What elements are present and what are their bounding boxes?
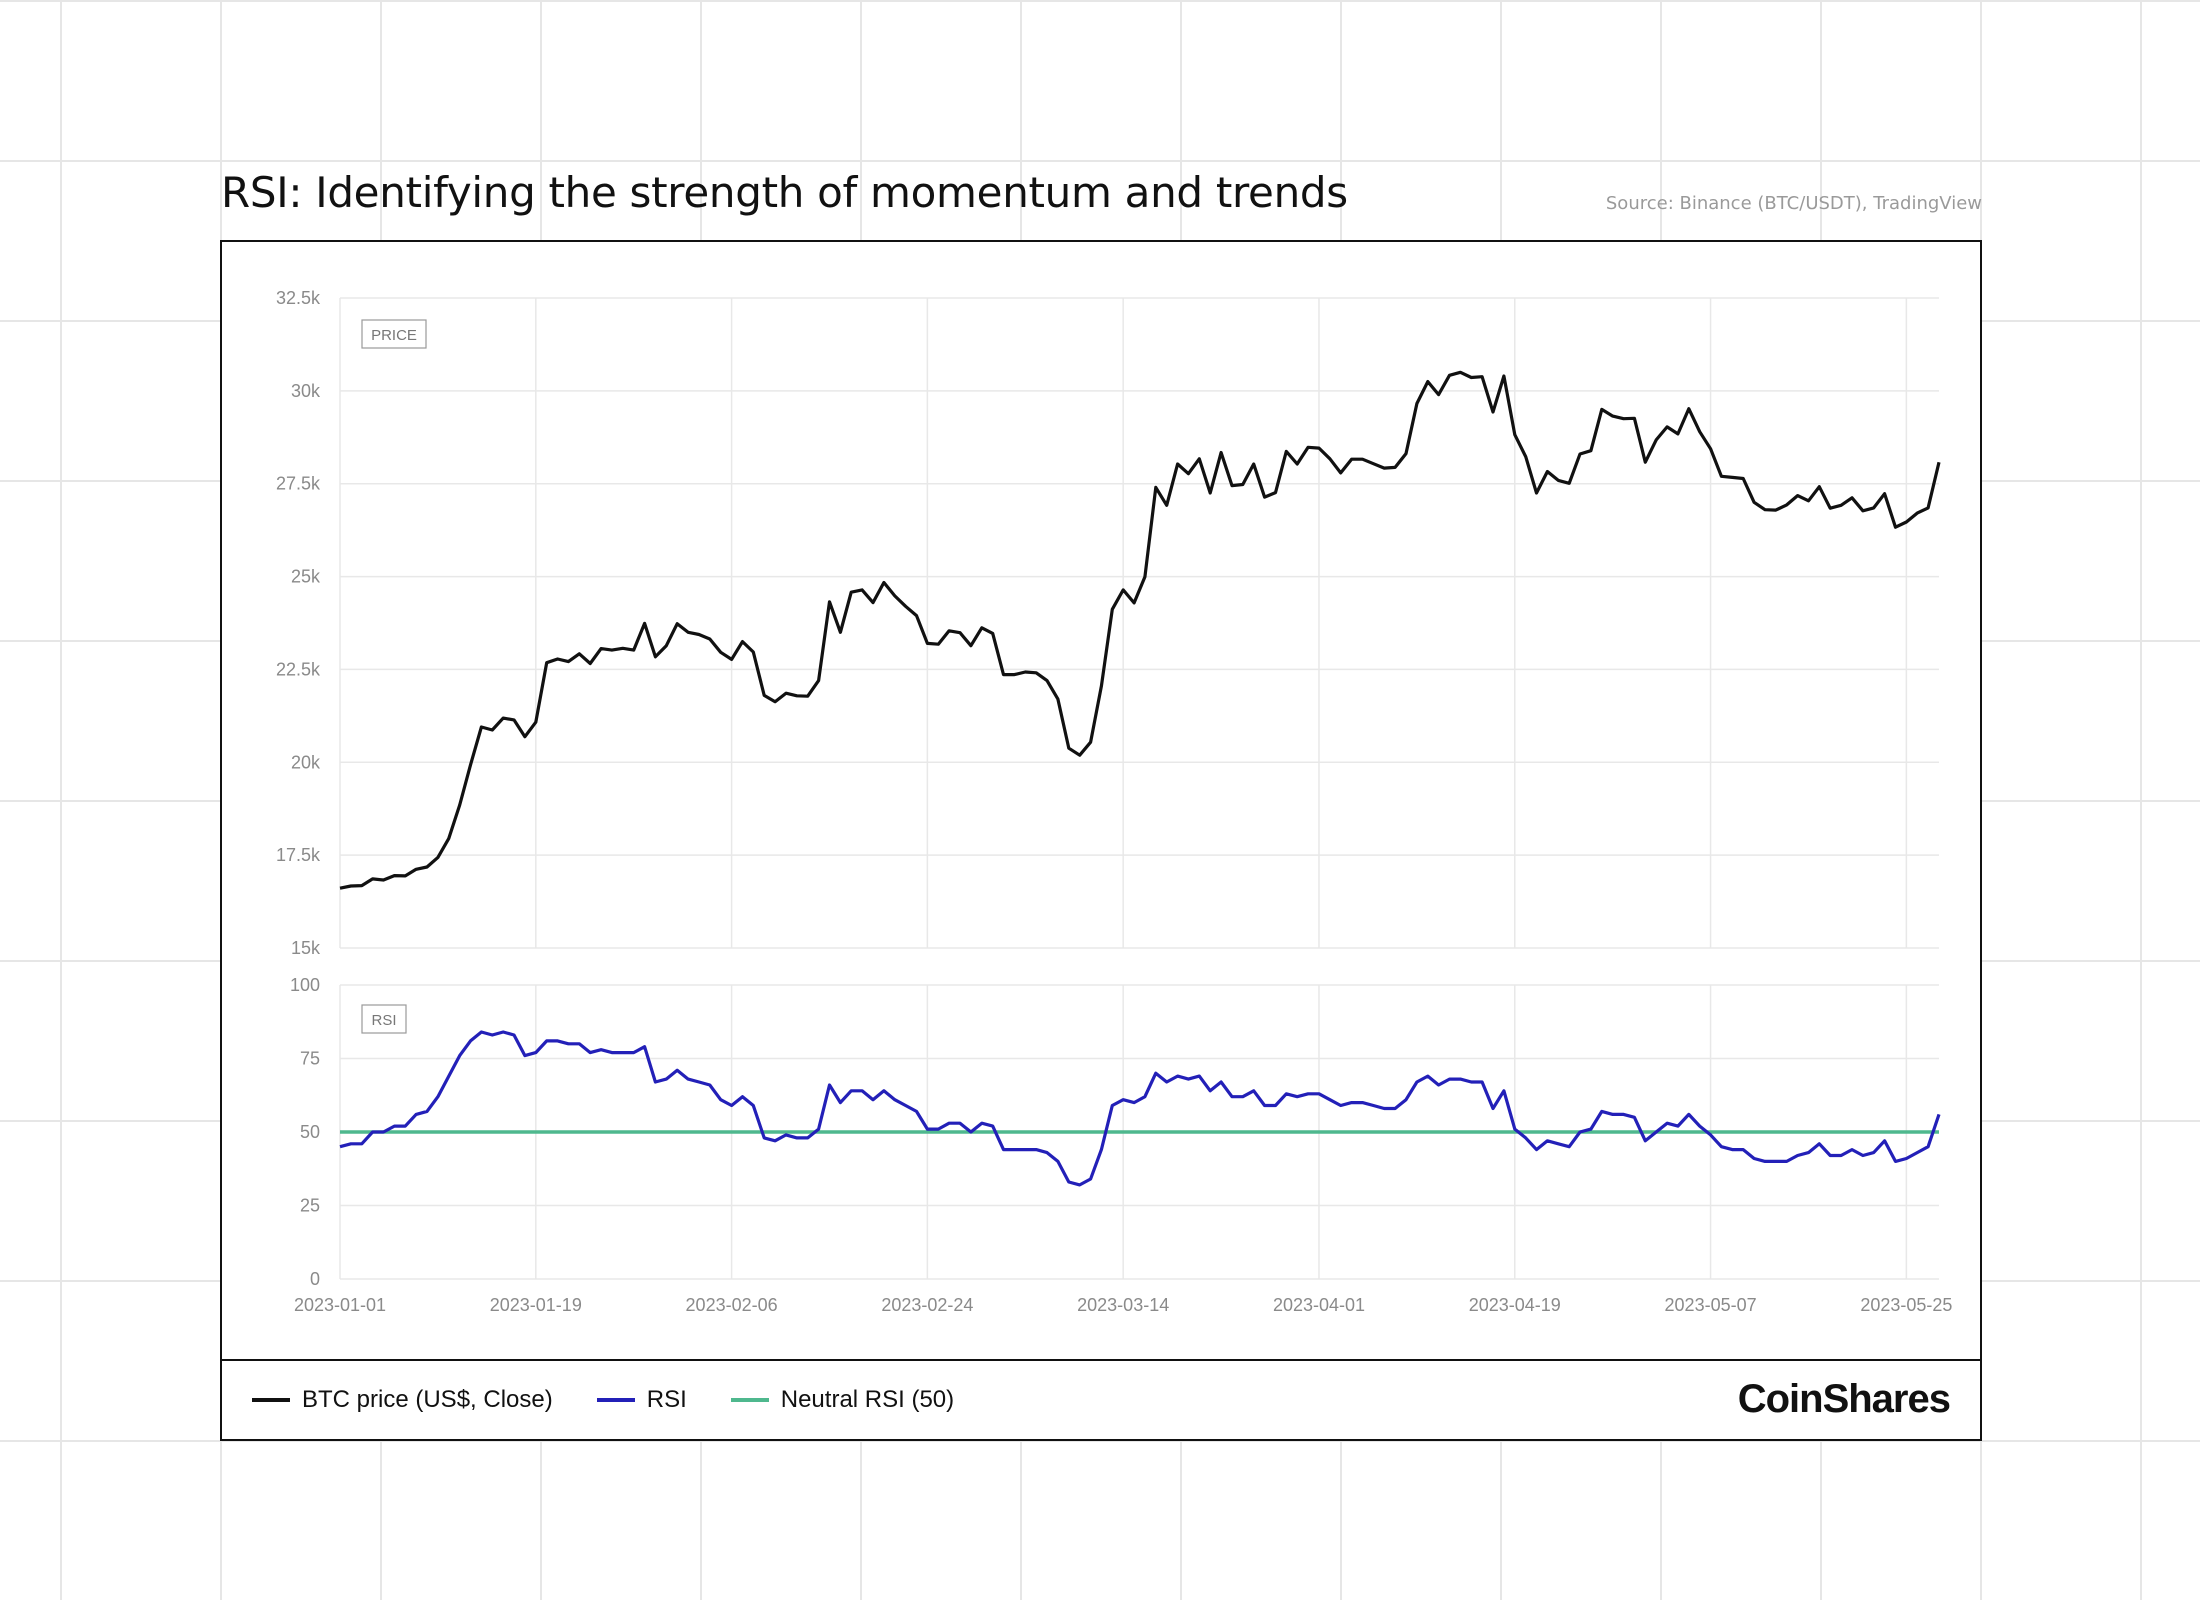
chart-frame: 15k 17.5k 20k 22.5k 25k 27.5k 30k 32.5k 0 25 50 75 1… — [220, 240, 1982, 1441]
legend-item-rsi: RSI — [596, 1386, 687, 1414]
legend-swatch-neutral — [730, 1398, 769, 1402]
x-tick-label: 2023-01-19 — [490, 1295, 582, 1315]
rsi-panel-tag-box — [361, 1004, 407, 1034]
price-y-tick-label: 15k — [291, 938, 321, 958]
legend-item-neutral: Neutral RSI (50) — [730, 1386, 955, 1414]
x-tick-labels: 2023-01-01 2023-01-19 2023-02-06 2023-02-24… — [294, 1295, 1952, 1315]
rsi-y-tick-label: 25 — [300, 1196, 320, 1216]
x-tick-label: 2023-02-06 — [686, 1295, 778, 1315]
coinshares-logo: CoinShares — [1737, 1377, 1951, 1421]
legend-item-price: BTC price (US$, Close) — [252, 1386, 553, 1414]
chart-title: RSI: Identifying the strength of momentu… — [221, 168, 1348, 217]
x-tick-label: 2023-05-07 — [1665, 1295, 1757, 1315]
rsi-y-tick-label: 50 — [300, 1122, 320, 1142]
legend-label-price: BTC price (US$, Close) — [302, 1386, 553, 1413]
legend-swatch-price — [252, 1398, 290, 1402]
x-tick-label: 2023-05-25 — [1860, 1295, 1952, 1315]
x-tick-label: 2023-02-24 — [881, 1295, 973, 1315]
price-panel-tag-text: PRICE — [371, 327, 417, 344]
price-panel-tag: PRICE — [361, 319, 427, 349]
x-tick-label: 2023-03-14 — [1077, 1295, 1169, 1315]
legend-swatch-rsi — [596, 1398, 635, 1402]
price-y-tick-label: 32.5k — [276, 288, 321, 308]
chart-area: 15k 17.5k 20k 22.5k 25k 27.5k 30k 32.5k 0 25 50 75 1… — [276, 288, 1952, 1315]
price-y-tick-label: 20k — [291, 752, 321, 772]
x-tick-label: 2023-01-01 — [294, 1295, 386, 1315]
price-y-tick-label: 27.5k — [276, 474, 321, 494]
source-note: Source: Binance (BTC/USDT), TradingView — [1605, 193, 1982, 214]
legend-label-rsi: RSI — [646, 1386, 687, 1413]
rsi-panel-tag: RSI — [361, 1004, 407, 1034]
rsi-y-tick-label: 0 — [310, 1269, 320, 1289]
price-y-tick-label: 17.5k — [276, 845, 321, 865]
price-y-tick-label: 30k — [291, 381, 321, 401]
rsi-line — [339, 1030, 1941, 1187]
x-tick-label: 2023-04-01 — [1273, 1295, 1365, 1315]
rsi-y-tick-label: 75 — [300, 1049, 320, 1069]
btc-price-line — [339, 370, 1941, 890]
price-y-tick-label: 25k — [291, 567, 321, 587]
rsi-y-tick-label: 100 — [290, 975, 320, 995]
legend: BTC price (US$, Close) RSI Neutral RSI (… — [222, 1359, 1980, 1439]
price-y-tick-label: 22.5k — [276, 659, 321, 679]
y-tick-labels: 15k 17.5k 20k 22.5k 25k 27.5k 30k 32.5k 0 25 50 75 1… — [276, 288, 321, 1289]
x-tick-label: 2023-04-19 — [1469, 1295, 1561, 1315]
legend-label-neutral: Neutral RSI (50) — [780, 1386, 955, 1413]
rsi-panel-tag-text: RSI — [371, 1012, 396, 1029]
price-panel-tag-box — [361, 319, 427, 349]
